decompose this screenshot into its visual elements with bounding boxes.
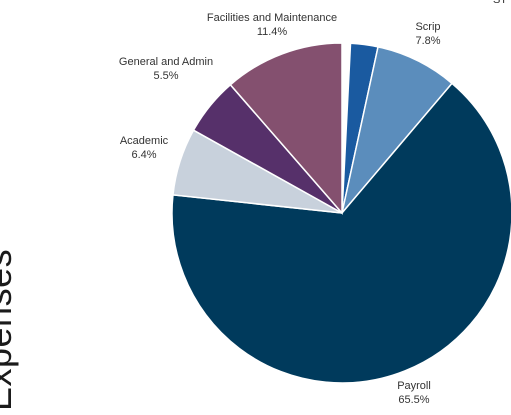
slice-label-scrip: Scrip [415,21,440,33]
slice-value-scrip: 7.8% [415,35,440,47]
slice-label-facilities-and-maintenance: Facilities and Maintenance [207,12,337,24]
pie-slice-payroll [171,82,511,384]
chart-title: 2022-23 Expenses [0,248,19,411]
pie-slice-facilities-and-maintenance [229,42,343,216]
chart-title-word: Expenses [0,248,19,411]
slice-label-academic: Academic [120,135,169,147]
slice-value-general-and-admin: 5.5% [153,70,178,82]
slice-label-general-and-admin: General and Admin [119,56,213,68]
pie-labels: Scrip 7.8% Payroll 65.5% Academic 6.4% General… [119,12,441,406]
corner-text-fragment: ST [492,0,507,6]
slice-label-payroll: Payroll [397,380,431,392]
slice-value-facilities-and-maintenance: 11.4% [257,26,288,38]
pie-slices [171,42,511,384]
slice-value-academic: 6.4% [131,149,156,161]
slice-value-payroll: 65.5% [398,394,429,406]
